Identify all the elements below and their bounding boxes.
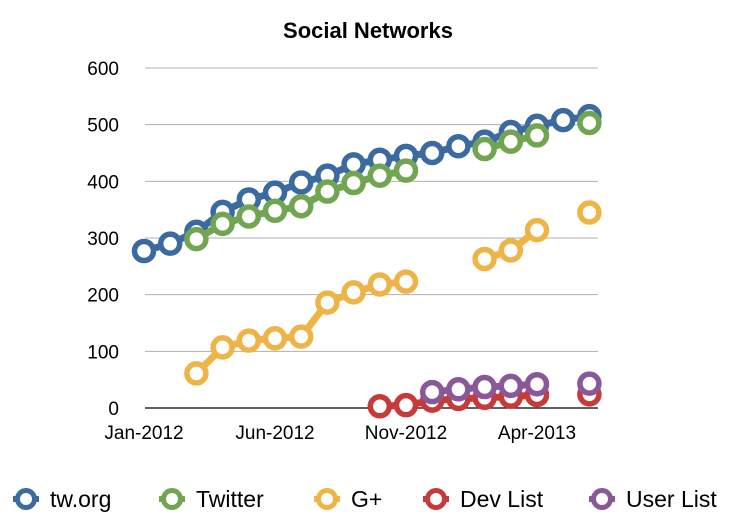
legend-item: tw.org bbox=[13, 486, 111, 512]
x-tick-label: Jan-2012 bbox=[104, 423, 183, 444]
data-point bbox=[419, 140, 445, 166]
data-point bbox=[393, 392, 419, 418]
y-tick-label: 500 bbox=[87, 116, 119, 137]
data-point bbox=[288, 194, 314, 219]
data-point bbox=[577, 110, 602, 136]
data-point bbox=[472, 136, 497, 162]
y-tick-label: 300 bbox=[87, 229, 119, 250]
data-point bbox=[393, 158, 419, 183]
legend-item: G+ bbox=[314, 486, 382, 512]
data-point bbox=[341, 280, 366, 305]
data-point bbox=[315, 290, 340, 315]
data-point bbox=[550, 107, 576, 133]
legend-marker bbox=[591, 488, 613, 510]
series-g- bbox=[184, 200, 602, 386]
data-point bbox=[262, 198, 288, 224]
series-user-list bbox=[419, 371, 602, 405]
y-tick-label: 400 bbox=[87, 172, 119, 193]
data-point bbox=[393, 269, 419, 294]
data-point bbox=[446, 133, 471, 159]
data-point bbox=[184, 361, 209, 386]
data-point bbox=[367, 272, 393, 297]
data-point bbox=[498, 238, 524, 263]
data-point bbox=[577, 371, 602, 396]
legend-item: Dev List bbox=[423, 486, 544, 512]
data-point bbox=[288, 324, 314, 349]
data-point bbox=[236, 328, 262, 353]
legend-marker bbox=[161, 488, 183, 510]
data-point bbox=[524, 217, 550, 243]
data-point bbox=[472, 246, 497, 272]
y-tick-label: 100 bbox=[87, 342, 119, 363]
x-tick-label: Jun-2012 bbox=[235, 423, 314, 444]
y-axis-ticks: 0 100 200 300 400 500 600 bbox=[87, 59, 119, 420]
y-tick-label: 600 bbox=[87, 59, 119, 80]
data-point bbox=[524, 123, 550, 148]
data-point bbox=[367, 163, 393, 188]
legend-label: User List bbox=[626, 486, 717, 512]
data-point bbox=[419, 379, 445, 405]
data-point bbox=[341, 170, 366, 196]
data-point bbox=[498, 129, 524, 154]
data-point bbox=[472, 374, 497, 400]
data-point bbox=[367, 394, 393, 419]
legend-item: User List bbox=[589, 486, 717, 512]
series-twitter bbox=[184, 110, 602, 252]
data-point bbox=[131, 238, 157, 264]
data-point bbox=[262, 326, 288, 351]
data-point bbox=[157, 231, 183, 256]
legend-label: G+ bbox=[351, 486, 382, 512]
data-point bbox=[524, 371, 550, 397]
legend-marker bbox=[316, 488, 338, 510]
data-point bbox=[210, 335, 235, 360]
x-axis-ticks: Jan-2012 Jun-2012 Nov-2012 Apr-2013 bbox=[104, 423, 576, 444]
legend-item: Twitter bbox=[159, 486, 264, 512]
legend: tw.org Twitter G+ Dev List User List bbox=[13, 486, 717, 512]
legend-label: Twitter bbox=[196, 486, 264, 512]
chart-title: Social Networks bbox=[283, 18, 453, 43]
series-layer bbox=[131, 103, 602, 419]
data-point bbox=[498, 373, 524, 399]
data-point bbox=[288, 170, 314, 195]
legend-label: Dev List bbox=[460, 486, 544, 512]
data-point bbox=[446, 377, 471, 402]
data-point bbox=[184, 226, 209, 252]
y-tick-label: 0 bbox=[108, 399, 119, 420]
data-point bbox=[210, 211, 235, 237]
legend-marker bbox=[425, 488, 447, 510]
y-tick-label: 200 bbox=[87, 286, 119, 307]
data-point bbox=[577, 200, 602, 225]
data-point bbox=[236, 204, 262, 229]
x-tick-label: Apr-2013 bbox=[498, 423, 576, 444]
x-tick-label: Nov-2012 bbox=[365, 423, 447, 444]
data-point bbox=[315, 179, 340, 204]
legend-marker bbox=[15, 488, 37, 510]
legend-label: tw.org bbox=[50, 486, 111, 512]
